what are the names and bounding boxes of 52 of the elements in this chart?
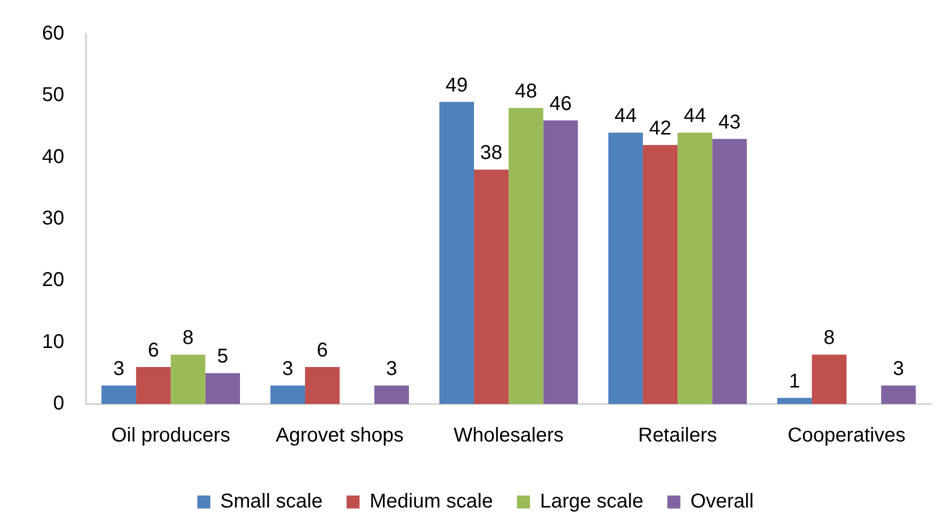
data-label: 1 (789, 370, 800, 392)
bar (305, 367, 340, 404)
bar (678, 132, 712, 404)
legend-label: Medium scale (370, 490, 493, 513)
y-tick-label: 0 (53, 392, 64, 415)
y-tick-label: 50 (42, 84, 64, 106)
data-label: 42 (649, 118, 672, 140)
y-tick-label: 60 (42, 22, 64, 45)
bar (642, 145, 678, 404)
bar (543, 120, 578, 404)
data-label: 6 (316, 340, 328, 362)
legend-label: Overall (690, 490, 754, 513)
bar (881, 386, 916, 404)
data-label: 46 (549, 92, 572, 115)
data-label: 44 (684, 105, 706, 128)
bar (136, 367, 171, 404)
data-label: 6 (148, 340, 159, 362)
x-tick-label: Agrovet shops (276, 424, 404, 447)
y-tick-label: 10 (42, 330, 64, 353)
bar (508, 108, 544, 404)
bar (608, 132, 643, 404)
bar (439, 102, 474, 404)
x-tick-label: Retailers (638, 424, 718, 447)
legend-label: Large scale (540, 490, 644, 513)
data-label: 5 (217, 346, 228, 368)
bar (777, 398, 812, 404)
bar (270, 386, 306, 404)
data-label: 3 (282, 358, 294, 380)
data-label: 44 (614, 105, 637, 128)
x-tick-label: Oil producers (111, 424, 230, 447)
bar (205, 373, 240, 404)
data-label: 8 (182, 327, 194, 350)
data-label: 38 (480, 142, 502, 164)
bar (812, 354, 847, 404)
data-label: 3 (386, 358, 398, 380)
x-tick-label: Cooperatives (788, 424, 906, 447)
bar (101, 386, 136, 404)
bar (374, 386, 409, 404)
y-tick-label: 30 (42, 208, 64, 230)
legend-label: Small scale (220, 490, 323, 513)
data-label: 3 (892, 358, 904, 380)
x-tick-label: Wholesalers (454, 424, 564, 447)
bar (712, 138, 747, 404)
y-tick-label: 40 (42, 146, 64, 168)
data-label: 43 (718, 111, 741, 134)
data-label: 3 (113, 358, 124, 380)
data-label: 49 (446, 74, 468, 96)
bar (170, 354, 206, 404)
y-tick-label: 20 (42, 269, 64, 292)
bar (474, 170, 509, 404)
data-label: 48 (514, 80, 538, 103)
data-label: 8 (824, 327, 835, 350)
